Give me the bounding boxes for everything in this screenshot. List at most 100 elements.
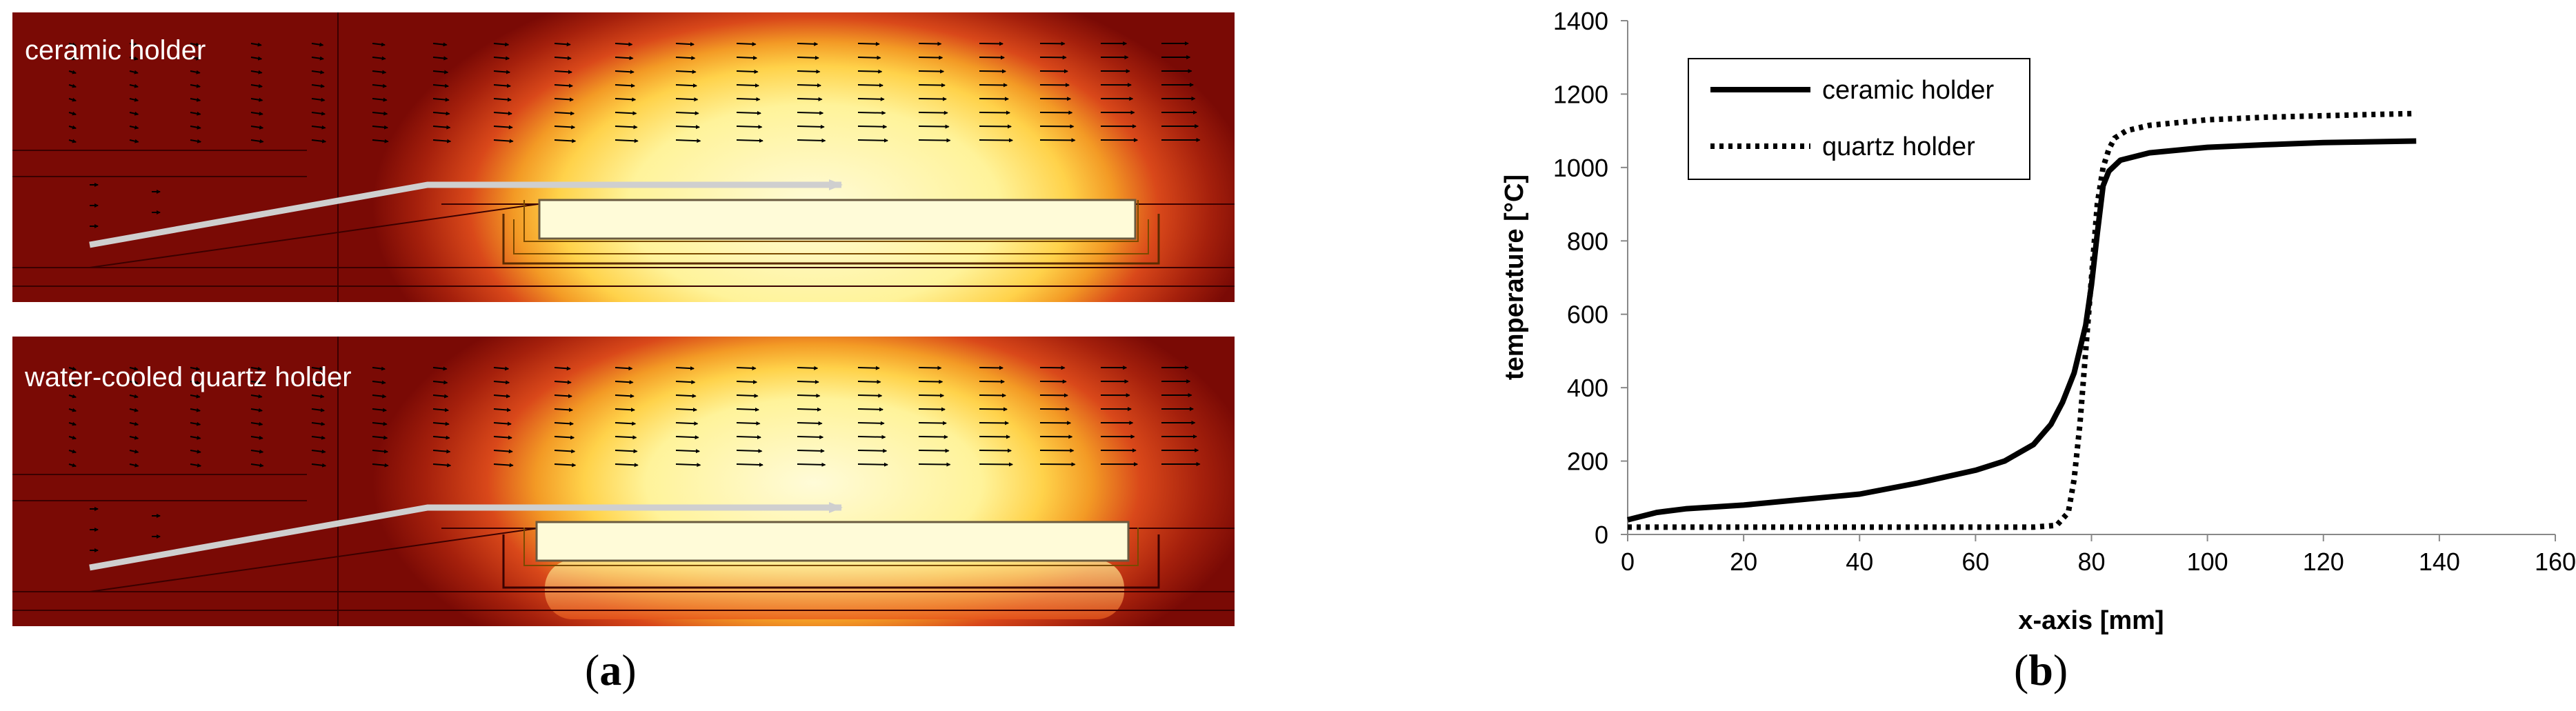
- flow-arrow: [737, 140, 763, 141]
- flow-arrow: [737, 57, 757, 58]
- flow-arrow: [979, 57, 1004, 58]
- x-tick-label: 160: [2535, 548, 2576, 576]
- panel-a: ceramic holder water-cooled: [0, 0, 1255, 708]
- flow-arrow: [979, 464, 1012, 465]
- simulation-figure: ceramic holder water-cooled: [0, 0, 1255, 708]
- flow-arrow: [797, 395, 819, 396]
- x-tick-label: 80: [2077, 548, 2105, 576]
- sample-substrate: [537, 522, 1128, 561]
- flow-arrow: [737, 381, 757, 382]
- flow-arrow: [858, 43, 879, 44]
- top-title: ceramic holder: [25, 35, 206, 66]
- flow-arrow: [797, 71, 819, 72]
- flow-arrow: [979, 85, 1007, 86]
- y-tick-label: 1000: [1553, 154, 1608, 182]
- flow-arrow: [676, 450, 699, 451]
- flow-arrow: [797, 140, 825, 141]
- flow-arrow: [797, 409, 821, 410]
- flow-arrow: [979, 395, 1006, 396]
- flow-arrow: [979, 409, 1007, 410]
- flow-arrow: [676, 140, 700, 141]
- flow-arrow: [737, 43, 756, 44]
- flow-arrow: [858, 409, 883, 410]
- flow-arrow: [979, 43, 1003, 44]
- flow-arrow: [676, 43, 694, 44]
- x-tick-label: 40: [1846, 548, 1873, 576]
- flow-arrow: [797, 126, 824, 127]
- flow-arrow: [797, 43, 817, 44]
- flow-arrow: [979, 112, 1010, 113]
- flow-arrow: [979, 450, 1011, 451]
- flow-arrow: [676, 409, 697, 410]
- flow-arrow: [858, 140, 888, 141]
- flow-arrow: [797, 112, 823, 113]
- flow-arrow: [797, 57, 819, 58]
- flow-arrow: [797, 85, 821, 86]
- flow-arrow: [979, 126, 1011, 127]
- flow-arrow: [676, 381, 695, 382]
- simulation-quartz-holder: water-cooled quartz holder: [12, 337, 1235, 626]
- flow-arrow: [919, 112, 948, 113]
- y-tick-label: 400: [1567, 374, 1608, 402]
- flow-arrow: [858, 71, 881, 72]
- flow-arrow: [676, 57, 695, 58]
- flow-arrow: [858, 395, 881, 396]
- flow-arrow: [797, 450, 824, 451]
- flow-arrow: [858, 57, 881, 58]
- flow-arrow: [737, 464, 763, 465]
- flow-arrow: [737, 85, 759, 86]
- x-tick-label: 120: [2303, 548, 2344, 576]
- flow-arrow: [919, 409, 945, 410]
- flow-arrow: [737, 112, 761, 113]
- sample-substrate: [539, 200, 1135, 239]
- flow-arrow: [979, 71, 1006, 72]
- flow-arrow: [858, 112, 885, 113]
- flow-arrow: [737, 395, 758, 396]
- flow-arrow: [919, 395, 943, 396]
- y-tick-label: 200: [1567, 448, 1608, 476]
- x-tick-label: 100: [2187, 548, 2228, 576]
- flow-arrow: [737, 126, 761, 127]
- flow-arrow: [676, 464, 700, 465]
- flow-arrow: [737, 409, 759, 410]
- series-line-ceramic-holder: [1628, 141, 2416, 520]
- simulation-ceramic-holder: ceramic holder: [12, 12, 1235, 302]
- flow-arrow: [858, 464, 888, 465]
- flow-arrow: [858, 450, 886, 451]
- y-axis-label: temperature [°C]: [1500, 174, 1529, 380]
- y-tick-label: 600: [1567, 301, 1608, 329]
- flow-arrow: [919, 381, 942, 382]
- flow-arrow: [919, 126, 949, 127]
- y-tick-label: 1200: [1553, 80, 1608, 108]
- flow-arrow: [797, 464, 825, 465]
- y-tick-label: 0: [1595, 521, 1608, 549]
- flow-arrow: [858, 126, 886, 127]
- flow-arrow: [676, 71, 696, 72]
- flow-arrow: [919, 450, 949, 451]
- legend-label-quartz: quartz holder: [1822, 132, 1975, 161]
- flow-arrow: [737, 71, 758, 72]
- flow-arrow: [979, 140, 1012, 141]
- panel-b-label: (b): [2014, 645, 2068, 696]
- bottom-title: water-cooled quartz holder: [24, 362, 352, 392]
- flow-arrow: [979, 381, 1004, 382]
- flow-arrow: [858, 381, 881, 382]
- flow-arrow: [676, 126, 699, 127]
- legend-label-ceramic: ceramic holder: [1822, 76, 1995, 105]
- flow-arrow: [676, 395, 696, 396]
- flow-arrow: [919, 85, 945, 86]
- flow-arrow: [919, 464, 950, 465]
- x-tick-label: 60: [1961, 548, 1989, 576]
- flow-arrow: [919, 57, 942, 58]
- flow-arrow: [919, 140, 950, 141]
- x-tick-label: 0: [1621, 548, 1635, 576]
- flow-arrow: [919, 71, 943, 72]
- flow-arrow: [858, 85, 883, 86]
- x-tick-label: 20: [1730, 548, 1757, 576]
- panel-a-label: (a): [585, 645, 637, 696]
- flow-arrow: [676, 112, 699, 113]
- flow-arrow: [797, 381, 819, 382]
- x-tick-label: 140: [2419, 548, 2460, 576]
